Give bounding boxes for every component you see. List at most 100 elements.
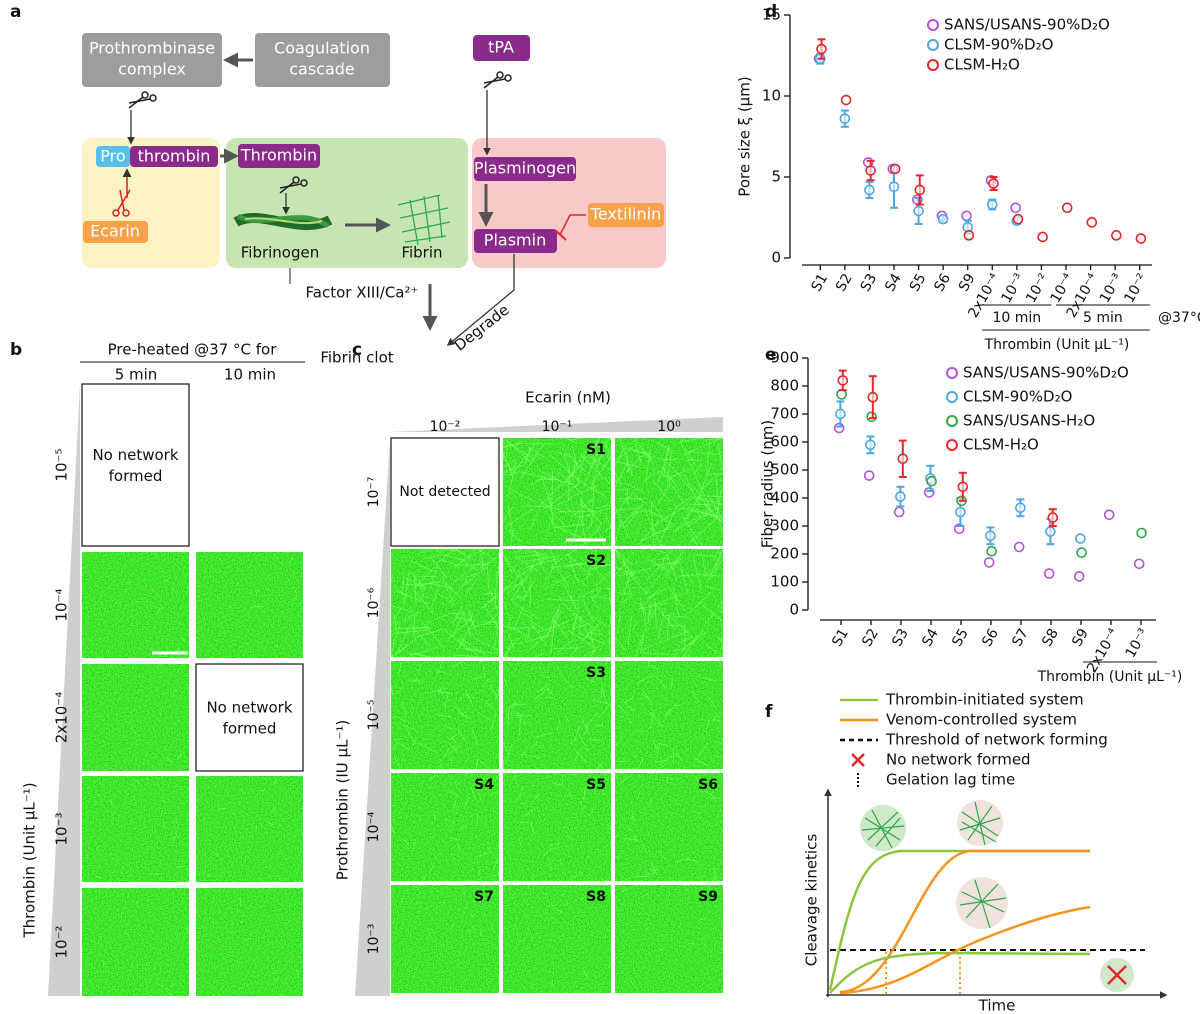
fiber bbox=[581, 598, 595, 624]
fiber bbox=[255, 588, 260, 595]
fiber bbox=[650, 500, 664, 519]
fiber bbox=[455, 780, 463, 786]
fiber bbox=[650, 862, 658, 876]
fiber bbox=[513, 607, 525, 628]
legend-label: SANS/USANS-90%D₂O bbox=[944, 16, 1110, 34]
fiber bbox=[606, 823, 612, 831]
fiber bbox=[425, 612, 453, 624]
inhibition bbox=[559, 214, 586, 236]
fiber bbox=[416, 662, 424, 675]
fiber bbox=[671, 466, 694, 494]
fiber bbox=[130, 727, 137, 735]
fiber bbox=[720, 600, 724, 615]
fiber bbox=[715, 661, 724, 666]
fiber bbox=[649, 711, 664, 728]
legend-label: Gelation lag time bbox=[886, 771, 1015, 789]
fiber bbox=[654, 603, 676, 630]
sample-label: S1 bbox=[586, 442, 606, 458]
fiber bbox=[508, 488, 538, 504]
fiber bbox=[666, 554, 678, 582]
micrograph bbox=[82, 664, 189, 771]
fiber bbox=[594, 564, 612, 566]
node-label: Textilinin bbox=[590, 205, 661, 224]
fiber bbox=[640, 633, 645, 654]
fiber bbox=[614, 738, 622, 747]
fiber bbox=[705, 585, 720, 591]
fiber bbox=[393, 738, 404, 741]
fiber bbox=[650, 709, 655, 729]
fiber bbox=[618, 437, 625, 450]
fiber bbox=[574, 577, 589, 588]
fiber bbox=[546, 598, 581, 602]
fiber bbox=[661, 614, 689, 618]
data-point bbox=[1010, 202, 1021, 214]
data-point bbox=[839, 113, 851, 124]
fiber bbox=[395, 685, 404, 695]
fiber bbox=[636, 948, 641, 953]
fiber bbox=[680, 565, 689, 596]
fiber bbox=[688, 459, 704, 461]
panel-letter: f bbox=[765, 702, 773, 722]
y-axis-label: Pore size ξ (µm) bbox=[736, 76, 754, 196]
data-point bbox=[1015, 502, 1026, 514]
fiber bbox=[538, 483, 562, 507]
fiber bbox=[700, 937, 707, 941]
fiber bbox=[569, 793, 573, 800]
data-point bbox=[816, 43, 827, 55]
fiber bbox=[671, 548, 685, 571]
fiber bbox=[617, 705, 629, 717]
fiber bbox=[406, 729, 416, 745]
fiber bbox=[614, 855, 621, 860]
fiber bbox=[136, 901, 139, 908]
fiber bbox=[698, 917, 708, 921]
data-point bbox=[986, 545, 997, 557]
fiber bbox=[562, 582, 579, 612]
fiber bbox=[390, 776, 394, 779]
fiber bbox=[491, 808, 500, 815]
node-label: Fibrin bbox=[401, 244, 442, 262]
fiber bbox=[614, 551, 635, 576]
fiber bbox=[706, 443, 711, 472]
fiber bbox=[663, 444, 669, 478]
micrograph bbox=[615, 438, 723, 546]
micrograph bbox=[196, 552, 303, 658]
annotation: Degrade bbox=[451, 301, 513, 355]
fiber bbox=[552, 647, 580, 649]
sample-label: S4 bbox=[474, 777, 494, 793]
gradient-wedge bbox=[48, 385, 80, 996]
fiber bbox=[504, 556, 519, 577]
fiber bbox=[442, 725, 456, 730]
y-axis-label: Fiber radius (nm) bbox=[759, 420, 777, 548]
data-point bbox=[914, 184, 926, 196]
fiber bbox=[689, 518, 718, 543]
fiber bbox=[688, 632, 706, 646]
fiber bbox=[584, 555, 609, 584]
fiber bbox=[642, 652, 678, 655]
fiber bbox=[534, 792, 541, 800]
fiber bbox=[551, 609, 562, 633]
fiber bbox=[550, 548, 577, 567]
fiber bbox=[439, 686, 444, 695]
group-label: 10 min bbox=[993, 310, 1042, 326]
fiber bbox=[242, 937, 252, 941]
fiber bbox=[505, 528, 523, 543]
fiber bbox=[704, 613, 714, 625]
sample-label: S8 bbox=[586, 889, 606, 905]
y-tick-label: 0 bbox=[771, 249, 781, 267]
fiber bbox=[513, 440, 539, 472]
row-label: 10⁻³ bbox=[53, 812, 71, 845]
fiber bbox=[571, 747, 581, 768]
fiber bbox=[549, 480, 583, 506]
fiber bbox=[600, 683, 603, 700]
fiber bbox=[469, 929, 472, 934]
fiber bbox=[657, 447, 670, 484]
fiber bbox=[273, 644, 279, 648]
fiber bbox=[421, 875, 427, 882]
fiber bbox=[463, 566, 487, 586]
fiber bbox=[489, 922, 494, 927]
fiber bbox=[546, 522, 551, 537]
x-tick-label: S6 bbox=[979, 626, 1002, 649]
data-point bbox=[895, 491, 906, 502]
fiber bbox=[590, 452, 603, 489]
fiber bbox=[502, 459, 517, 468]
